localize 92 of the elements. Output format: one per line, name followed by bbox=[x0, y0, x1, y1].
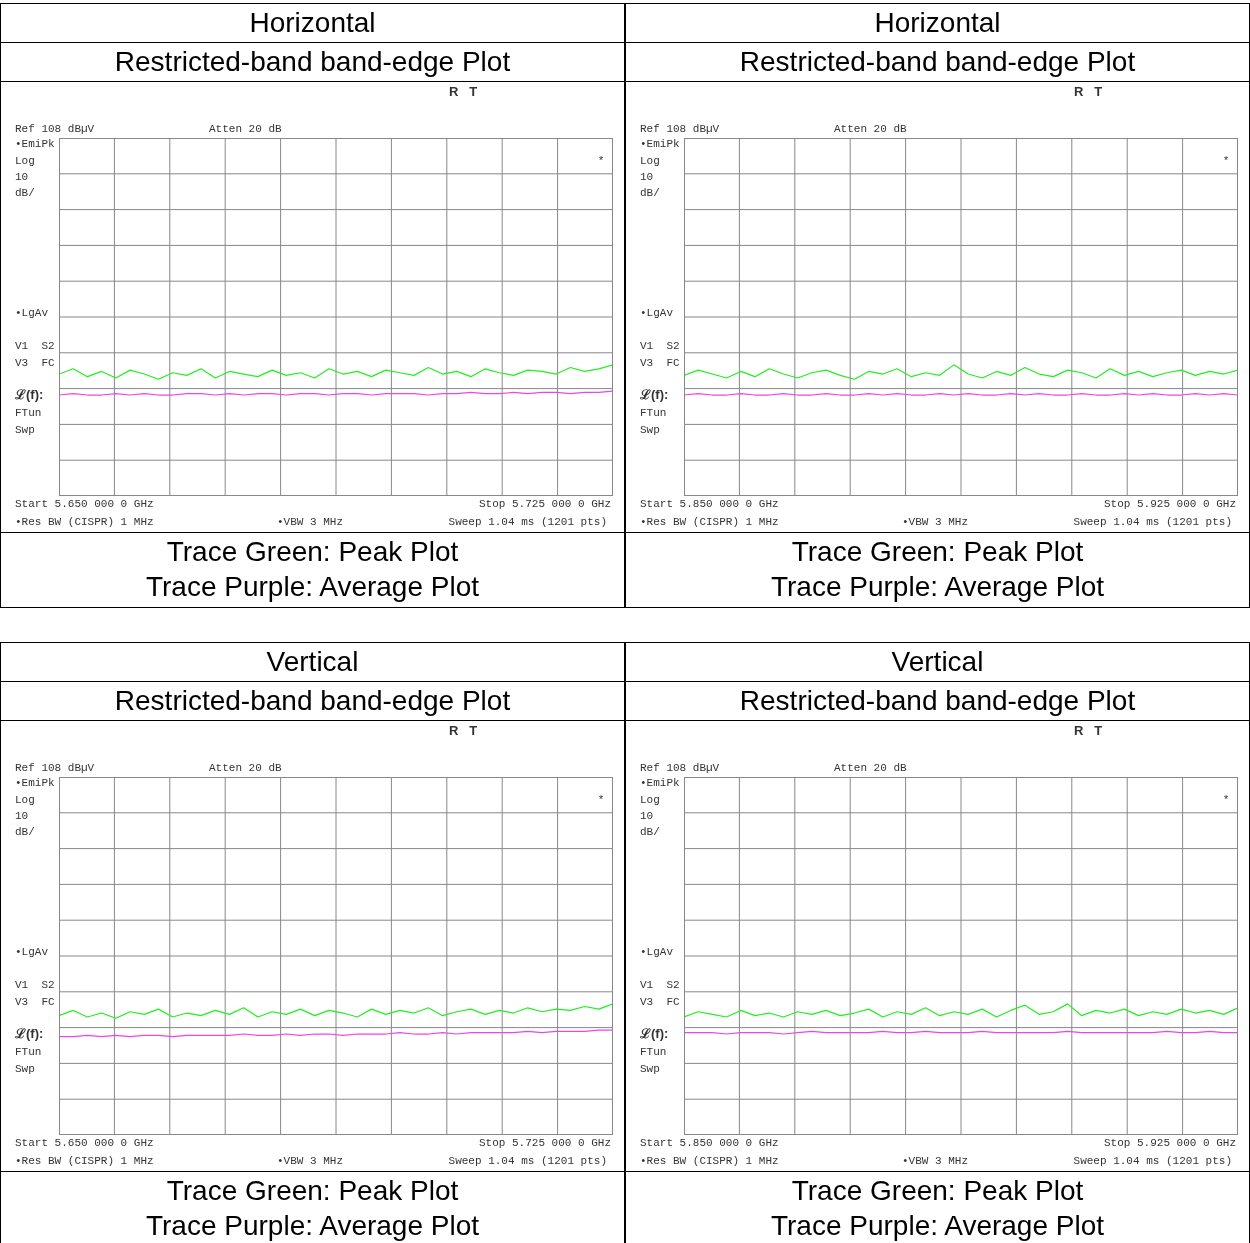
text: V3 FC bbox=[15, 357, 56, 369]
text: •VBW 3 MHz bbox=[277, 516, 344, 528]
text: R T bbox=[448, 723, 478, 738]
text: V3 FC bbox=[15, 996, 56, 1008]
text: dB/ bbox=[640, 826, 660, 838]
text: 10 bbox=[640, 810, 654, 822]
text: Trace Green: Peak Plot bbox=[790, 535, 1085, 569]
chart-subtitle: Restricted-band band-edge Plot bbox=[626, 682, 1249, 721]
text: V3 FC bbox=[640, 996, 681, 1008]
text: dB/ bbox=[15, 826, 35, 838]
text: FTun bbox=[640, 407, 667, 419]
text: Trace Purple: Average Plot bbox=[144, 1209, 481, 1243]
text: ℒ(f): bbox=[639, 387, 669, 402]
text: Atten 20 dB bbox=[834, 123, 908, 135]
text: •EmiPk bbox=[15, 777, 56, 789]
text: Trace Purple: Average Plot bbox=[769, 570, 1106, 604]
text: Trace Purple: Average Plot bbox=[144, 570, 481, 604]
text: •Res BW (CISPR) 1 MHz bbox=[640, 516, 779, 528]
text: Swp bbox=[15, 1063, 35, 1075]
text: V1 S2 bbox=[640, 979, 680, 991]
chart-title: Vertical bbox=[626, 643, 1249, 682]
text: R T bbox=[448, 84, 478, 99]
text: •EmiPk bbox=[640, 138, 681, 150]
chart-subtitle: Restricted-band band-edge Plot bbox=[626, 43, 1249, 82]
text: V1 S2 bbox=[640, 340, 680, 352]
text: Log bbox=[15, 794, 35, 806]
chart-title: Vertical bbox=[1, 643, 624, 682]
text: •EmiPk bbox=[15, 138, 56, 150]
text: V3 FC bbox=[640, 357, 681, 369]
text: Start 5.650 000 0 GHz bbox=[15, 1137, 154, 1149]
text: Ref 108 dBµV bbox=[640, 123, 720, 135]
text: Trace Green: Peak Plot bbox=[165, 535, 460, 569]
text: Trace Green: Peak Plot bbox=[790, 1174, 1085, 1208]
text: Start 5.850 000 0 GHz bbox=[640, 498, 779, 510]
text: Sweep 1.04 ms (1201 pts) bbox=[1073, 516, 1232, 528]
text: Trace Green: Peak Plot bbox=[165, 1174, 460, 1208]
text: FTun bbox=[15, 1046, 42, 1058]
text: •Res BW (CISPR) 1 MHz bbox=[15, 516, 154, 528]
text: Stop 5.925 000 0 GHz bbox=[1103, 498, 1236, 510]
text: Sweep 1.04 ms (1201 pts) bbox=[448, 1155, 607, 1167]
chart-title: Horizontal bbox=[1, 4, 624, 43]
text: Trace Purple: Average Plot bbox=[769, 1209, 1106, 1243]
text: •LgAv bbox=[15, 946, 49, 958]
text: FTun bbox=[640, 1046, 667, 1058]
text: •Res BW (CISPR) 1 MHz bbox=[15, 1155, 154, 1167]
text: 10 bbox=[15, 171, 29, 183]
text: •VBW 3 MHz bbox=[277, 1155, 344, 1167]
text: •EmiPk bbox=[640, 777, 681, 789]
text: V1 S2 bbox=[15, 340, 55, 352]
text: Stop 5.725 000 0 GHz bbox=[478, 498, 611, 510]
text: dB/ bbox=[640, 187, 660, 199]
text: Stop 5.925 000 0 GHz bbox=[1103, 1137, 1236, 1149]
text: R T bbox=[1073, 84, 1103, 99]
text: ℒ(f): bbox=[639, 1026, 669, 1041]
text: * bbox=[1222, 794, 1230, 806]
text: * bbox=[597, 794, 605, 806]
text: * bbox=[597, 155, 605, 167]
text: Sweep 1.04 ms (1201 pts) bbox=[1073, 1155, 1232, 1167]
text: Swp bbox=[15, 424, 35, 436]
text: •LgAv bbox=[640, 307, 674, 319]
text: Stop 5.725 000 0 GHz bbox=[478, 1137, 611, 1149]
chart-title: Horizontal bbox=[626, 4, 1249, 43]
text: * bbox=[1222, 155, 1230, 167]
text: Atten 20 dB bbox=[834, 762, 908, 774]
text: Ref 108 dBµV bbox=[15, 123, 95, 135]
text: FTun bbox=[15, 407, 42, 419]
text: Start 5.850 000 0 GHz bbox=[640, 1137, 779, 1149]
text: •LgAv bbox=[15, 307, 49, 319]
text: ℒ(f): bbox=[14, 387, 44, 402]
text: •Res BW (CISPR) 1 MHz bbox=[640, 1155, 779, 1167]
text: 10 bbox=[15, 810, 29, 822]
text: Log bbox=[640, 155, 660, 167]
text: Atten 20 dB bbox=[209, 762, 283, 774]
text: Sweep 1.04 ms (1201 pts) bbox=[448, 516, 607, 528]
text: dB/ bbox=[15, 187, 35, 199]
text: Swp bbox=[640, 424, 660, 436]
text: 10 bbox=[640, 171, 654, 183]
chart-subtitle: Restricted-band band-edge Plot bbox=[1, 682, 624, 721]
text: •VBW 3 MHz bbox=[902, 516, 969, 528]
text: Log bbox=[640, 794, 660, 806]
text: Log bbox=[15, 155, 35, 167]
text: R T bbox=[1073, 723, 1103, 738]
text: Swp bbox=[640, 1063, 660, 1075]
text: Atten 20 dB bbox=[209, 123, 283, 135]
text: Start 5.650 000 0 GHz bbox=[15, 498, 154, 510]
text: ℒ(f): bbox=[14, 1026, 44, 1041]
text: •VBW 3 MHz bbox=[902, 1155, 969, 1167]
text: Ref 108 dBµV bbox=[640, 762, 720, 774]
chart-subtitle: Restricted-band band-edge Plot bbox=[1, 43, 624, 82]
text: •LgAv bbox=[640, 946, 674, 958]
text: V1 S2 bbox=[15, 979, 55, 991]
text: Ref 108 dBµV bbox=[15, 762, 95, 774]
